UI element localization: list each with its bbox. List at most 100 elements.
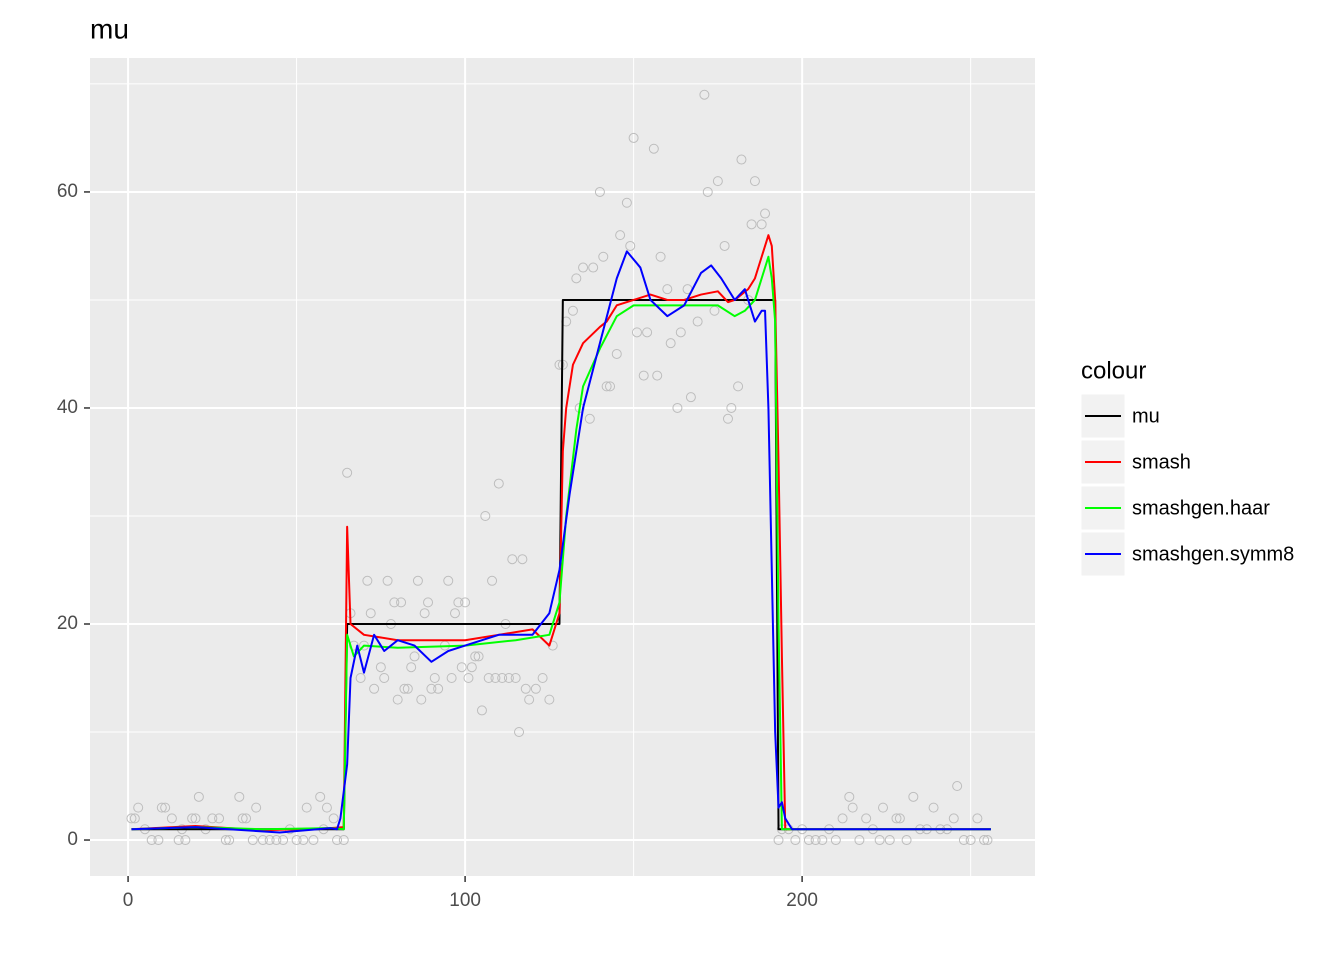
data-point [702, 186, 713, 197]
data-point [487, 575, 498, 586]
data-point [187, 813, 198, 824]
data-point [530, 683, 541, 694]
data-point [524, 694, 535, 705]
data-point [692, 316, 703, 327]
data-point [625, 240, 636, 251]
data-point [153, 835, 164, 846]
data-point [803, 835, 814, 846]
data-point [453, 597, 464, 608]
data-point [355, 673, 366, 684]
data-point [460, 597, 471, 608]
data-point [874, 835, 885, 846]
data-point [449, 608, 460, 619]
data-point [830, 835, 841, 846]
data-point [712, 176, 723, 187]
data-point [979, 835, 990, 846]
data-point [133, 802, 144, 813]
data-point [605, 381, 616, 392]
data-point [433, 683, 444, 694]
data-point [332, 835, 343, 846]
data-point [948, 813, 959, 824]
data-point [129, 813, 140, 824]
legend-label: smash [1132, 451, 1191, 473]
data-point [675, 327, 686, 338]
data-point [631, 327, 642, 338]
data-point [379, 673, 390, 684]
data-point [884, 835, 895, 846]
data-point [166, 813, 177, 824]
data-point [328, 813, 339, 824]
data-point [291, 835, 302, 846]
data-point [719, 240, 730, 251]
data-point [567, 305, 578, 316]
data-point [193, 791, 204, 802]
data-point [476, 705, 487, 716]
data-point [156, 802, 167, 813]
data-point [685, 392, 696, 403]
data-point [733, 381, 744, 392]
data-point [878, 802, 889, 813]
data-point [844, 791, 855, 802]
data-point [952, 781, 963, 792]
data-point [847, 802, 858, 813]
y-tick-label: 60 [57, 181, 78, 202]
data-point [278, 835, 289, 846]
data-point [402, 683, 413, 694]
data-point [611, 348, 622, 359]
data-point [308, 835, 319, 846]
x-tick-label: 200 [786, 890, 818, 911]
data-point [224, 835, 235, 846]
data-point [736, 154, 747, 165]
data-point [503, 673, 514, 684]
data-point [362, 575, 373, 586]
data-point [621, 197, 632, 208]
data-point [466, 662, 477, 673]
data-point [234, 791, 245, 802]
data-point [982, 835, 993, 846]
data-point [406, 662, 417, 673]
data-point [722, 413, 733, 424]
data-point [160, 802, 171, 813]
data-point [483, 673, 494, 684]
data-point [241, 813, 252, 824]
data-point [894, 813, 905, 824]
data-point [854, 835, 865, 846]
series-line [131, 234, 991, 832]
data-point [490, 673, 501, 684]
x-tick-label: 0 [123, 890, 134, 911]
data-point [493, 478, 504, 489]
data-point [908, 791, 919, 802]
data-point [446, 673, 457, 684]
data-point [375, 662, 386, 673]
data-point [348, 640, 359, 651]
data-point [517, 554, 528, 565]
data-point [126, 813, 137, 824]
y-tick-label: 40 [57, 397, 78, 418]
data-point [214, 813, 225, 824]
data-point [648, 143, 659, 154]
data-point [699, 89, 710, 100]
data-point [321, 802, 332, 813]
data-point [746, 219, 757, 230]
data-point [220, 835, 231, 846]
y-tick-label: 0 [67, 829, 78, 850]
data-point [958, 835, 969, 846]
data-point [237, 813, 248, 824]
legend-label: smashgen.haar [1132, 497, 1270, 519]
data-point [423, 597, 434, 608]
data-point [257, 835, 268, 846]
data-point [389, 597, 400, 608]
data-point [615, 230, 626, 241]
data-point [662, 284, 673, 295]
data-point [382, 575, 393, 586]
data-point [965, 835, 976, 846]
data-point [928, 802, 939, 813]
chart-title: mu [90, 13, 129, 44]
data-point [810, 835, 821, 846]
data-point [665, 338, 676, 349]
data-point [392, 694, 403, 705]
data-point [426, 683, 437, 694]
data-point [173, 835, 184, 846]
data-point [760, 208, 771, 219]
